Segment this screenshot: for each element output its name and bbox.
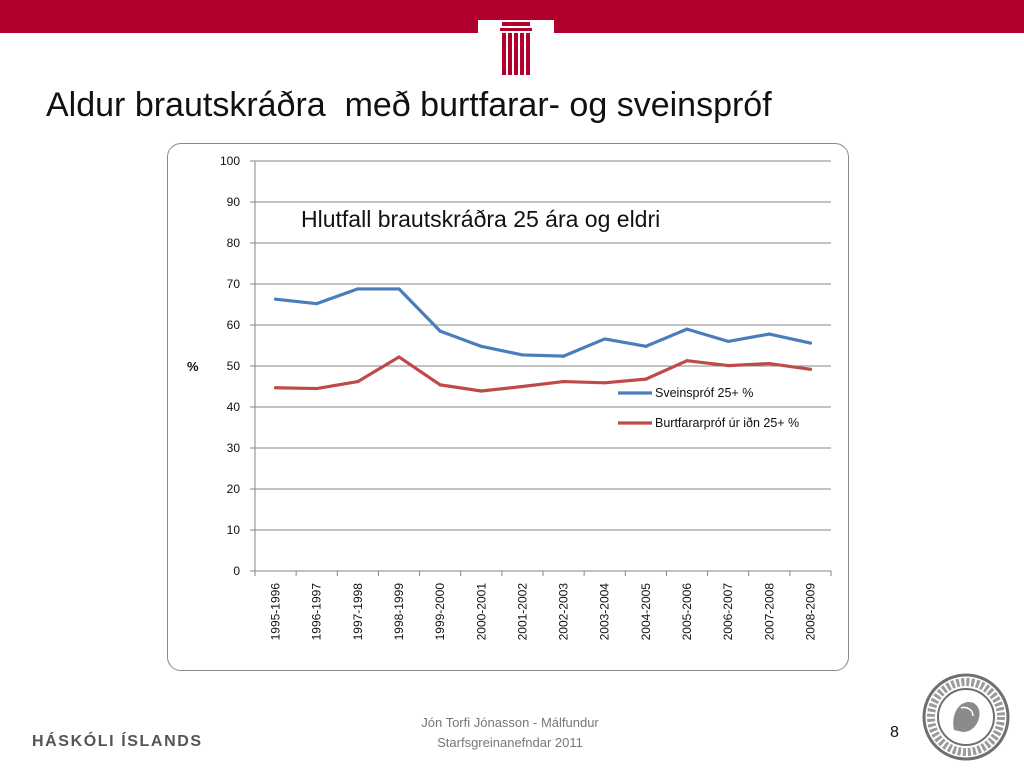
series-line-2 bbox=[273, 355, 813, 393]
data-point bbox=[520, 384, 525, 389]
y-tick-label: 90 bbox=[227, 195, 241, 209]
y-tick-label: 80 bbox=[227, 236, 241, 250]
y-tick-label: 60 bbox=[227, 318, 241, 332]
data-point bbox=[315, 386, 319, 391]
series-line-1 bbox=[273, 287, 813, 358]
legend-entry: Sveinspróf 25+ % bbox=[655, 386, 753, 400]
y-tick-label: 40 bbox=[227, 400, 241, 414]
x-tick-label: 2004-2005 bbox=[639, 583, 653, 641]
data-point bbox=[808, 367, 813, 371]
x-tick-label: 1998-1999 bbox=[392, 583, 406, 641]
data-point bbox=[767, 332, 771, 336]
y-tick-label: 70 bbox=[227, 277, 241, 291]
chart-frame bbox=[167, 143, 849, 671]
y-tick-label: 50 bbox=[227, 359, 241, 373]
data-point bbox=[397, 355, 401, 359]
data-point bbox=[273, 386, 278, 390]
data-point bbox=[397, 287, 401, 291]
data-point bbox=[685, 327, 689, 331]
x-tick-label: 2003-2004 bbox=[598, 583, 612, 641]
data-point bbox=[438, 329, 442, 333]
footer-note: Jón Torfi Jónasson - Málfundur Starfsgre… bbox=[360, 713, 660, 753]
data-point bbox=[273, 297, 278, 301]
university-seal-icon bbox=[922, 673, 1010, 761]
x-tick-label: 1996-1997 bbox=[310, 583, 324, 641]
y-tick-label: 20 bbox=[227, 482, 241, 496]
data-point bbox=[644, 377, 648, 381]
data-point bbox=[479, 344, 483, 348]
data-point bbox=[561, 379, 566, 384]
line-chart: 0 10 20 30 40 50 60 70 80 90 100 1995-1996 1996-1997… bbox=[220, 154, 832, 641]
data-point bbox=[356, 379, 360, 384]
data-point bbox=[767, 361, 771, 366]
y-axis-label: % bbox=[187, 359, 199, 374]
data-point bbox=[479, 389, 483, 393]
x-tick-label: 2007-2008 bbox=[762, 583, 776, 641]
x-tick-label: 1999-2000 bbox=[433, 583, 447, 641]
page-number: 8 bbox=[890, 724, 899, 741]
y-tick-label: 0 bbox=[233, 564, 240, 578]
data-point bbox=[315, 302, 319, 306]
footer-note-line2: Starfsgreinanefndar 2011 bbox=[437, 735, 583, 750]
x-tick-label: 2005-2006 bbox=[680, 583, 694, 641]
y-tick-label: 10 bbox=[227, 523, 241, 537]
x-tick-label: 2000-2001 bbox=[474, 583, 488, 641]
data-point bbox=[603, 337, 607, 341]
y-tick-label: 100 bbox=[220, 154, 240, 168]
data-point bbox=[438, 383, 442, 387]
data-point bbox=[356, 287, 360, 291]
data-point bbox=[603, 381, 607, 385]
footer-note-line1: Jón Torfi Jónasson - Málfundur bbox=[421, 715, 599, 730]
data-point bbox=[726, 363, 730, 368]
data-point bbox=[644, 344, 648, 348]
data-point bbox=[520, 353, 525, 357]
slide-title: Aldur brautskráðra með burtfarar- og sve… bbox=[46, 86, 772, 124]
x-tick-label: 2008-2009 bbox=[803, 583, 817, 641]
x-tick-label: 2001-2002 bbox=[515, 583, 529, 641]
x-tick-label: 1997-1998 bbox=[351, 583, 365, 641]
legend-entry: Burtfararpróf úr iðn 25+ % bbox=[655, 416, 799, 430]
pillar-logo-icon bbox=[478, 20, 554, 78]
data-point bbox=[808, 341, 813, 345]
chart-title: Hlutfall brautskráðra 25 ára og eldri bbox=[301, 206, 661, 232]
x-tick-label: 2002-2003 bbox=[557, 583, 571, 641]
x-tick-label: 1995-1996 bbox=[269, 583, 283, 641]
data-point bbox=[726, 339, 730, 343]
x-tick-label: 2006-2007 bbox=[721, 583, 735, 641]
footer-brand: HÁSKÓLI ÍSLANDS bbox=[32, 733, 203, 750]
data-point bbox=[561, 354, 566, 358]
data-point bbox=[685, 359, 689, 363]
y-tick-label: 30 bbox=[227, 441, 241, 455]
